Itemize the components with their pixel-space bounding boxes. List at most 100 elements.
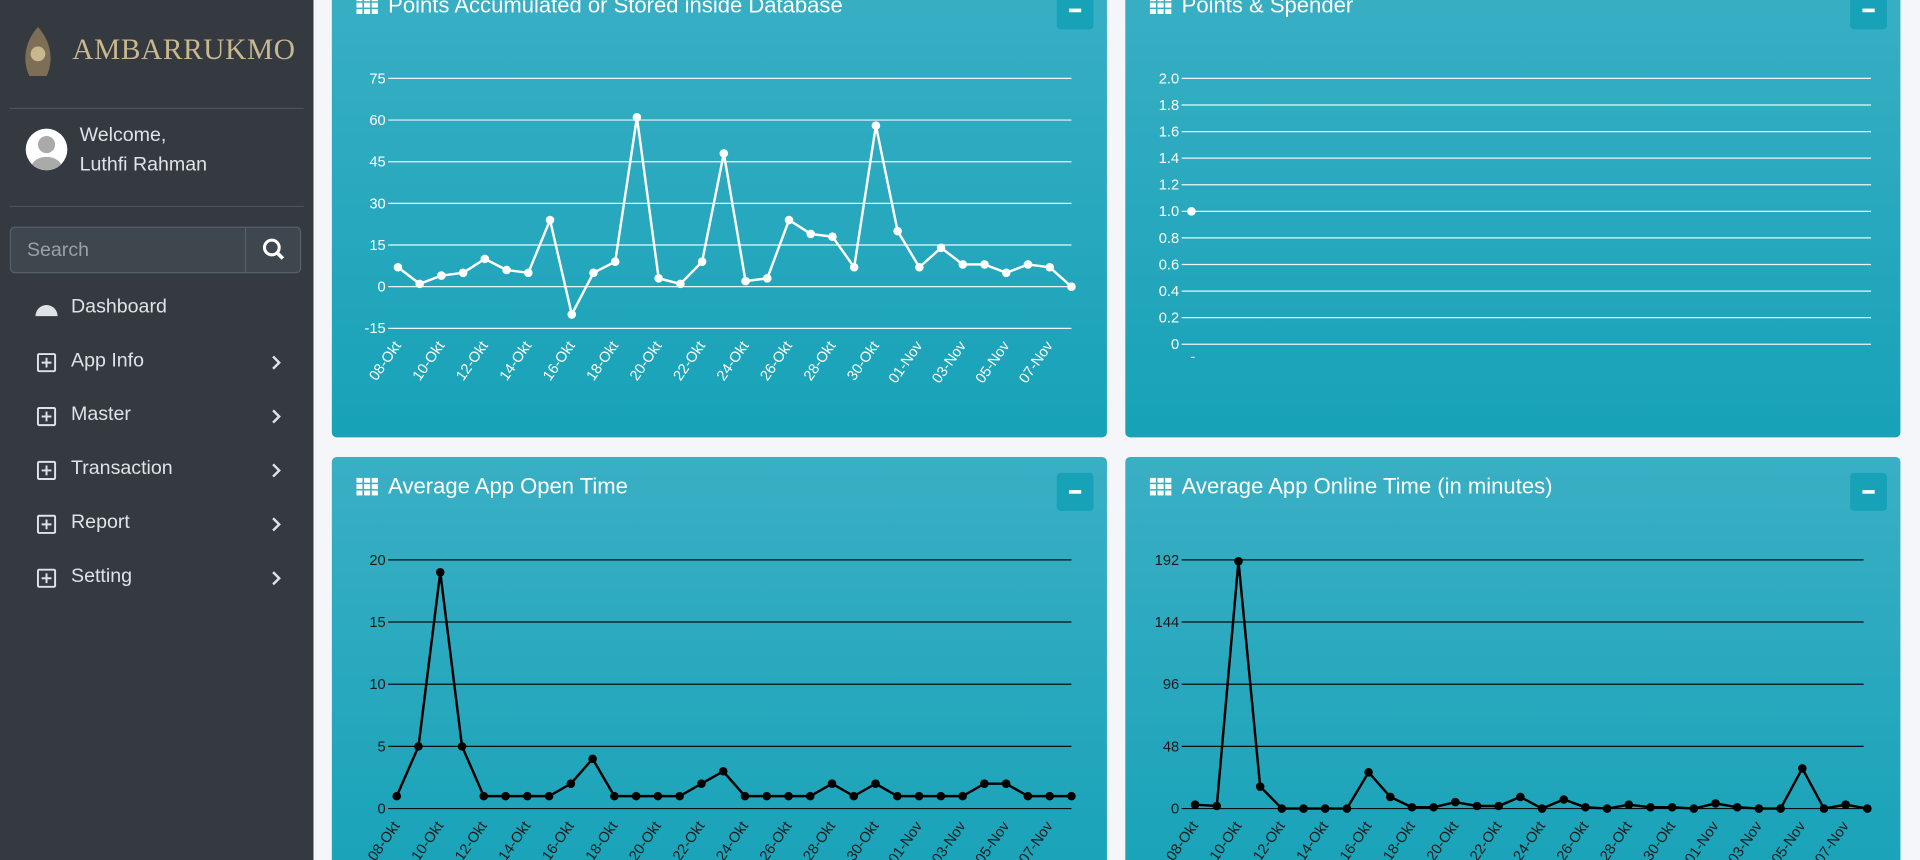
point — [1045, 791, 1054, 801]
icon-cell — [1157, 2, 1164, 8]
collapse-button[interactable] — [1056, 472, 1094, 511]
point — [980, 260, 989, 269]
icon-cell — [1149, 0, 1156, 2]
icon-cell — [1149, 9, 1156, 14]
point — [958, 791, 967, 801]
menu-label: Master — [71, 404, 131, 426]
plus — [41, 573, 52, 584]
icon-cell — [1149, 490, 1156, 496]
collapse-button[interactable] — [1850, 472, 1887, 511]
plus-box — [36, 406, 57, 427]
point — [741, 276, 750, 286]
point — [958, 260, 968, 269]
plus — [41, 411, 52, 422]
point — [1732, 802, 1742, 812]
x-tick-label: 16-Okt — [540, 339, 578, 384]
sidebar: AMBARRUKMO Welcome, Luthfi Rahman Search… — [0, 0, 314, 860]
icon-cell — [364, 9, 371, 14]
point — [849, 262, 859, 272]
chart: 0 5 10 15 20 08-Okt 10-Okt 12-Okt 14-Okt 16-Okt 18… — [365, 553, 1076, 860]
x-tick-label: 30-Okt — [1641, 819, 1679, 860]
point — [1516, 792, 1525, 802]
plus — [41, 519, 52, 530]
menu-item[interactable]: Setting — [0, 556, 313, 600]
chevron — [272, 463, 281, 478]
collapse-button[interactable] — [1056, 0, 1094, 30]
icon-cell — [1149, 477, 1156, 483]
point — [1646, 802, 1655, 812]
grid-icon — [1149, 477, 1172, 496]
x-tick-label: 03-Nov — [1726, 818, 1767, 860]
point — [435, 568, 445, 577]
avatar — [25, 128, 68, 171]
grid-icon — [1149, 0, 1172, 14]
point — [675, 791, 684, 801]
x-tick-label: 12-Okt — [453, 339, 491, 384]
y-tick-label: 192 — [1155, 553, 1180, 569]
y-tick-label: 60 — [369, 113, 385, 129]
point — [1667, 802, 1677, 812]
point — [1067, 282, 1076, 291]
point — [567, 310, 577, 319]
x-tick-label: 24-Okt — [714, 819, 752, 860]
icon-cell — [1149, 484, 1156, 490]
icon-cell — [371, 2, 378, 8]
plus-box — [36, 568, 57, 588]
icon-cell — [356, 484, 363, 490]
point — [740, 791, 750, 801]
point — [936, 791, 946, 801]
x-tick-label: 01-Nov — [886, 338, 927, 387]
menu-icon — [36, 406, 281, 427]
search-button[interactable] — [244, 227, 303, 272]
icon-cell — [364, 484, 371, 490]
menu-item[interactable]: Report — [0, 502, 313, 546]
point — [392, 791, 402, 801]
icon-cell — [371, 477, 378, 483]
point — [415, 279, 424, 289]
menu-icon — [36, 460, 281, 480]
icon-cell — [371, 9, 378, 14]
point — [566, 779, 576, 788]
menu-item[interactable]: App Info — [0, 341, 313, 385]
point — [784, 791, 793, 801]
y-tick-label: 0.8 — [1159, 231, 1179, 247]
icon-cell — [1165, 2, 1172, 8]
point — [458, 268, 468, 278]
brand[interactable]: AMBARRUKMO — [72, 34, 296, 67]
icon-cell — [371, 490, 378, 496]
point — [1001, 779, 1011, 788]
x-tick-label: 28-Okt — [801, 339, 839, 384]
point — [697, 779, 706, 788]
point — [1819, 804, 1829, 813]
menu-item[interactable]: Master — [0, 394, 313, 438]
menu-item[interactable]: Transaction — [0, 448, 313, 492]
welcome: Welcome, — [79, 124, 167, 146]
icon-cell — [371, 484, 378, 490]
menu-label: Transaction — [71, 458, 173, 480]
icon-cell — [1149, 2, 1156, 8]
point — [1277, 804, 1287, 813]
x-tick-label: 26-Okt — [1554, 819, 1592, 860]
grid-icon — [356, 0, 378, 14]
point — [1299, 804, 1308, 813]
user-name[interactable]: Luthfi Rahman — [79, 154, 208, 176]
point — [653, 791, 663, 801]
chevron — [272, 517, 281, 532]
y-tick-label: 1.6 — [1159, 124, 1179, 140]
point — [914, 791, 924, 801]
point — [915, 262, 924, 272]
menu-label: App Info — [71, 350, 145, 372]
point — [1212, 801, 1222, 811]
search-box[interactable]: Search — [9, 226, 303, 274]
x-tick-label: 18-Okt — [1381, 819, 1419, 860]
point — [1190, 800, 1200, 809]
point — [1537, 804, 1547, 813]
plus — [41, 357, 52, 368]
chart: 0 48 96 144 192 08-Okt 10-Okt 12-Okt 14-Okt 16-Ok… — [1155, 553, 1872, 860]
point — [1407, 802, 1417, 812]
menu-item[interactable]: Dashboard — [0, 287, 313, 331]
icon-cell — [364, 477, 371, 483]
icon-cell — [1157, 490, 1164, 496]
collapse-button[interactable] — [1850, 0, 1887, 30]
